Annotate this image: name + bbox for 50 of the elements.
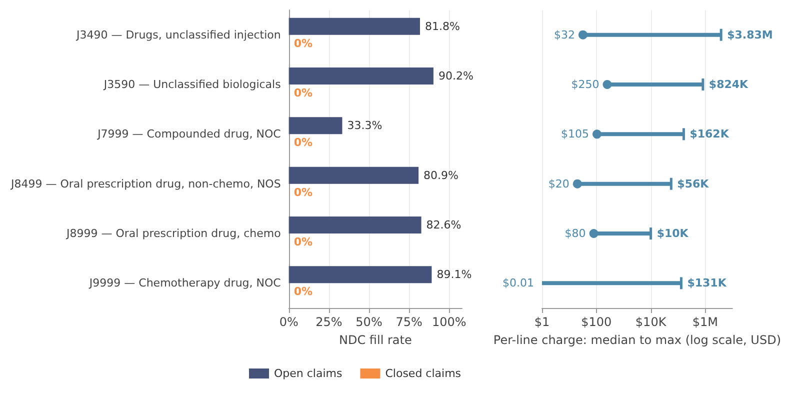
- data-label: $131K: [687, 276, 727, 290]
- data-label: 89.1%: [436, 268, 472, 282]
- legend-label: Open claims: [274, 367, 342, 380]
- bar: [288, 117, 342, 134]
- data-label: 0%: [294, 36, 313, 50]
- data-label: 0%: [294, 136, 313, 150]
- data-label: $3.83M: [727, 28, 773, 42]
- x-tick-label: $100: [581, 315, 612, 329]
- y-tick-label: J8999 — Oral prescription drug, chemo: [66, 227, 282, 240]
- y-tick-label: J8499 — Oral prescription drug, non-chemo, NOS: [10, 177, 281, 190]
- x-axis-title: NDC fill rate: [339, 333, 412, 347]
- x-tick-label: 100%: [432, 315, 466, 329]
- data-label: 80.9%: [424, 168, 458, 182]
- data-label: 81.8%: [424, 20, 460, 33]
- annotation: $80: [564, 227, 586, 240]
- data-label: 0%: [294, 86, 313, 100]
- data-label: $824K: [708, 78, 749, 91]
- y-tick-label: J9999 — Chemotherapy drug, NOC: [88, 276, 282, 290]
- y-tick-label: J3490 — Drugs, unclassified injection: [75, 28, 281, 42]
- annotation: $20: [548, 177, 570, 190]
- bar: [288, 166, 419, 184]
- data-label: 0%: [294, 236, 313, 248]
- x-tick-label: 0%: [279, 315, 298, 329]
- y-tick-label: J7999 — Compounded drug, NOC: [96, 128, 282, 141]
- x-tick-label: $1M: [692, 315, 718, 329]
- x-axis-title: Per-line charge: median to max (log scale, USD): [493, 333, 782, 347]
- data-label: 82.6%: [426, 218, 462, 232]
- data-label: $10K: [656, 227, 689, 240]
- annotation: $32: [554, 28, 575, 42]
- x-tick-label: 50%: [356, 315, 382, 329]
- x-tick-label: $1: [534, 315, 550, 329]
- annotation: $105: [560, 128, 589, 141]
- bar: [288, 68, 434, 84]
- data-label: $162K: [690, 128, 730, 141]
- data-label: 90.2%: [438, 70, 474, 82]
- legend-label: Closed claims: [385, 367, 462, 380]
- bar: [288, 216, 422, 234]
- data-label: 0%: [294, 186, 313, 199]
- x-tick-label: 75%: [396, 315, 422, 329]
- bar: [288, 18, 420, 35]
- data-label: $56K: [677, 177, 710, 190]
- bar: [288, 266, 432, 284]
- annotation: $250: [571, 78, 600, 91]
- x-tick-label: $10K: [635, 315, 668, 329]
- y-tick-label: J3590 — Unclassified biologicals: [102, 78, 282, 91]
- x-tick-label: 25%: [316, 315, 342, 329]
- bar: [542, 281, 682, 286]
- text: $0.01: [502, 276, 534, 290]
- data-label: 33.3%: [347, 119, 382, 132]
- data-label: 0%: [294, 285, 313, 298]
